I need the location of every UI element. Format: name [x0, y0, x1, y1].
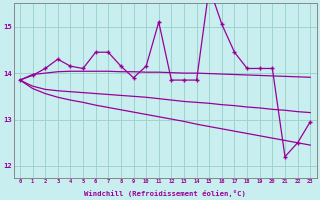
X-axis label: Windchill (Refroidissement éolien,°C): Windchill (Refroidissement éolien,°C) — [84, 190, 246, 197]
